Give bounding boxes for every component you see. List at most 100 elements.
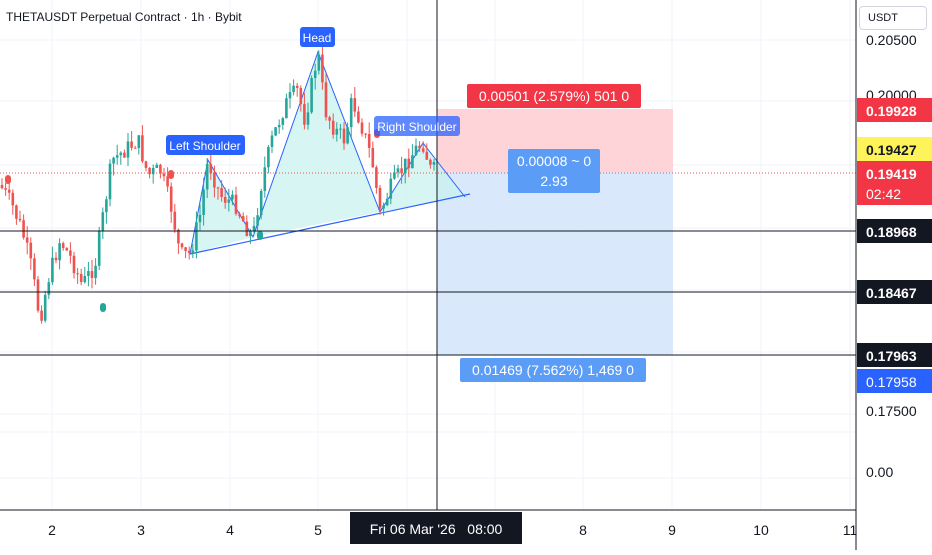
candle-body <box>421 148 425 152</box>
candle-body <box>432 162 436 165</box>
candle-body <box>339 128 342 130</box>
badge-19928-text: 0.19928 <box>866 103 917 119</box>
stop-label[interactable]: 0.01469 (7.562%) 1,469 0 <box>460 358 646 382</box>
badge-last-price[interactable]: 0.19419 02:42 <box>857 161 932 205</box>
candle-body <box>126 141 130 158</box>
badge-17963[interactable]: 0.17963 <box>857 343 932 367</box>
label-right-shoulder-text: Right Shoulder <box>377 120 456 134</box>
candle-body <box>144 161 148 168</box>
candle-body <box>130 141 133 148</box>
candle-body <box>11 192 15 206</box>
time-tick-2: 2 <box>48 522 56 538</box>
candle-body <box>220 188 223 197</box>
candle-body <box>137 135 141 149</box>
candle-body <box>425 151 429 160</box>
candle-body <box>0 185 4 189</box>
label-head[interactable]: Head <box>300 27 335 47</box>
grid <box>0 0 856 510</box>
candles <box>0 43 436 324</box>
candle-body <box>295 85 299 88</box>
candle-body <box>249 231 252 236</box>
candle-body <box>407 158 411 169</box>
candle-body <box>360 122 364 134</box>
badge-17958-text: 0.17958 <box>866 374 917 390</box>
time-tick-4: 4 <box>226 522 234 538</box>
candle-body <box>216 187 220 189</box>
badge-19928[interactable]: 0.19928 <box>857 98 932 122</box>
candle-body <box>349 98 353 128</box>
candle-body <box>411 155 414 169</box>
candle-body <box>335 128 339 135</box>
badge-19427[interactable]: 0.19427 <box>857 137 932 161</box>
entry-label[interactable]: 0.00008 ~ 0 2.93 <box>508 149 600 193</box>
candle-body <box>22 220 25 238</box>
badge-18467-text: 0.18467 <box>866 285 917 301</box>
signal-marker <box>257 231 263 240</box>
candle-body <box>155 164 159 168</box>
label-right-shoulder[interactable]: Right Shoulder <box>374 116 460 136</box>
candle-body <box>54 257 58 261</box>
time-tick-11: 11 <box>843 522 858 538</box>
candle-body <box>58 243 61 261</box>
badge-18968[interactable]: 0.18968 <box>857 219 932 243</box>
candle-body <box>191 250 195 253</box>
entry-label-line2: 2.93 <box>540 173 567 189</box>
signal-marker <box>168 170 174 179</box>
stop-label-text: 0.01469 (7.562%) 1,469 0 <box>472 362 634 378</box>
candle-body <box>72 255 76 274</box>
candle-body <box>151 167 155 175</box>
candle-body <box>105 199 108 213</box>
candle-body <box>115 155 119 158</box>
target-label-text: 0.00501 (2.579%) 501 0 <box>479 88 629 104</box>
target-label[interactable]: 0.00501 (2.579%) 501 0 <box>467 84 641 108</box>
candle-body <box>33 258 36 280</box>
candle-body <box>76 273 79 275</box>
candle-body <box>285 98 288 119</box>
chart-title: THETAUSDT Perpetual Contract · 1h · Bybi… <box>6 10 242 24</box>
label-head-text: Head <box>303 31 332 45</box>
candle-body <box>288 92 292 99</box>
candle-body <box>353 98 357 112</box>
candle-body <box>202 189 205 215</box>
candle-body <box>180 243 184 248</box>
candle-body <box>317 54 321 71</box>
candle-body <box>245 221 249 236</box>
candle-body <box>173 211 177 230</box>
candle-body <box>346 127 349 144</box>
neckline[interactable] <box>189 193 471 255</box>
candle-body <box>79 273 83 283</box>
candle-body <box>40 310 43 321</box>
time-tick-3: 3 <box>137 522 145 538</box>
badge-17963-text: 0.17963 <box>866 348 917 364</box>
currency-selector[interactable]: USDT <box>859 6 927 30</box>
candle-body <box>367 134 371 148</box>
candle-body <box>205 163 209 190</box>
candle-body <box>306 112 310 125</box>
price-tick-17500: 0.17500 <box>866 403 917 419</box>
time-tick-9: 9 <box>668 522 676 538</box>
candle-body <box>166 176 169 187</box>
badge-18968-text: 0.18968 <box>866 224 917 240</box>
stop-zone[interactable] <box>437 172 673 355</box>
candle-body <box>97 230 101 266</box>
candle-body <box>65 248 69 251</box>
time-tick-8: 8 <box>579 522 587 538</box>
candle-body <box>378 187 382 209</box>
badge-17958[interactable]: 0.17958 <box>857 369 932 393</box>
candle-body <box>148 167 151 175</box>
badge-18467[interactable]: 0.18467 <box>857 280 932 304</box>
candle-body <box>159 164 162 174</box>
candle-body <box>209 163 213 174</box>
candle-body <box>382 205 385 209</box>
label-left-shoulder-text: Left Shoulder <box>169 139 240 153</box>
candle-body <box>61 243 65 249</box>
candle-body <box>313 70 317 79</box>
entry-label-line1: 0.00008 ~ 0 <box>517 153 592 169</box>
candle-body <box>162 173 166 177</box>
candle-body <box>198 214 202 223</box>
badge-countdown-text: 02:42 <box>866 186 901 202</box>
signal-marker <box>100 303 106 312</box>
label-left-shoulder[interactable]: Left Shoulder <box>166 135 245 155</box>
